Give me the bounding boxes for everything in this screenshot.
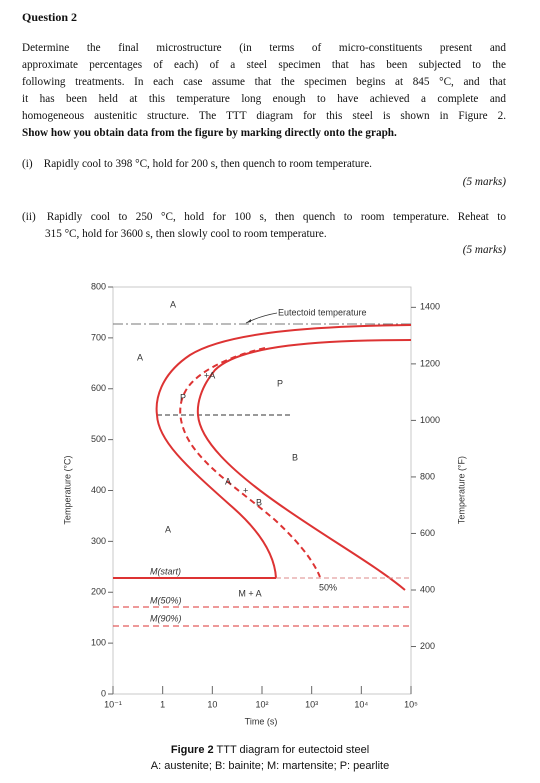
annotation: 50% (319, 582, 337, 592)
heading: Question 2 (22, 10, 78, 24)
annotation: B (256, 497, 262, 507)
start-curve (155, 324, 412, 579)
marks: (5 marks) (462, 244, 506, 256)
y2-tick-label: 200 (420, 641, 435, 651)
x-tick-label: 1 (160, 699, 165, 709)
item-line: (i) Rapidly cool to 398 °C, hold for 200… (22, 158, 372, 170)
annotation: P (180, 392, 186, 402)
annotation: A (225, 476, 231, 486)
item-line: 315 °C, hold for 3600 s, then slowly coo… (45, 228, 327, 240)
caption-subtitle: A: austenite; B: bainite; M: martensite;… (151, 760, 389, 772)
y2-tick-label: 1400 (420, 302, 440, 312)
caption: Figure 2 TTT diagram for eutectoid steel (171, 744, 369, 756)
x-tick-label: 10² (255, 699, 268, 709)
annotation: + (243, 485, 248, 495)
caption-title: TTT diagram for eutectoid steel (217, 744, 370, 756)
x-tick-label: 10⁻¹ (104, 699, 122, 709)
paragraph-line: approximate percentages of each) of a st… (22, 59, 506, 71)
paragraph-line: it has been held at this temperature lon… (22, 93, 506, 105)
annotation: M + A (238, 588, 261, 598)
figure-label: Figure 2 (171, 744, 214, 756)
y-axis-label: Temperature (°C) (62, 455, 72, 524)
y2-tick-label: 1200 (420, 358, 440, 368)
annotation: M(50%) (150, 595, 182, 605)
y2-tick-label: 1000 (420, 415, 440, 425)
y-tick-label: 400 (91, 485, 106, 495)
y2-axis-label: Temperature (°F) (456, 456, 466, 524)
arrow (246, 319, 251, 323)
paragraph-line: following treatments. In each case assum… (22, 76, 506, 88)
y-tick-label: 500 (91, 434, 106, 444)
y2-tick-label: 400 (420, 584, 435, 594)
y-tick-label: 300 (91, 536, 106, 546)
annotation: A (170, 299, 176, 309)
paragraph: Determine the final microstructure (in t… (22, 40, 506, 142)
y-tick-label: 0 (101, 688, 106, 698)
y-tick-label: 200 (91, 587, 106, 597)
annotation: Eutectoid temperature (278, 307, 367, 317)
item-line: (ii) Rapidly cool to 250 °C, hold for 10… (22, 211, 506, 223)
annotation: +A (204, 370, 215, 380)
annotation: M(start) (150, 566, 181, 576)
marks: (5 marks) (462, 176, 506, 188)
annotation: B (292, 452, 298, 462)
fifty-percent-curve (179, 347, 321, 578)
y-tick-label: 800 (91, 281, 106, 291)
x-tick-label: 10⁵ (404, 699, 418, 709)
y-tick-label: 100 (91, 638, 106, 648)
finish-curve (196, 339, 412, 591)
instruction: Show how you obtain data from the figure… (22, 127, 397, 139)
y-tick-label: 700 (91, 332, 106, 342)
x-axis-label: Time (s) (245, 716, 278, 726)
annotation: A (165, 524, 171, 534)
x-tick-label: 10⁴ (354, 699, 368, 709)
y2-tick-label: 800 (420, 471, 435, 481)
y-tick-label: 600 (91, 383, 106, 393)
y2-tick-label: 600 (420, 528, 435, 538)
annotation: P (277, 378, 283, 388)
paragraph-line: homogeneous austenitic structure. The TT… (22, 110, 506, 122)
x-tick-label: 10 (207, 699, 217, 709)
annotation: A (137, 352, 143, 362)
x-tick-label: 10³ (305, 699, 318, 709)
annotation: M(90%) (150, 613, 182, 623)
paragraph-line: Determine the final microstructure (in t… (22, 42, 506, 54)
